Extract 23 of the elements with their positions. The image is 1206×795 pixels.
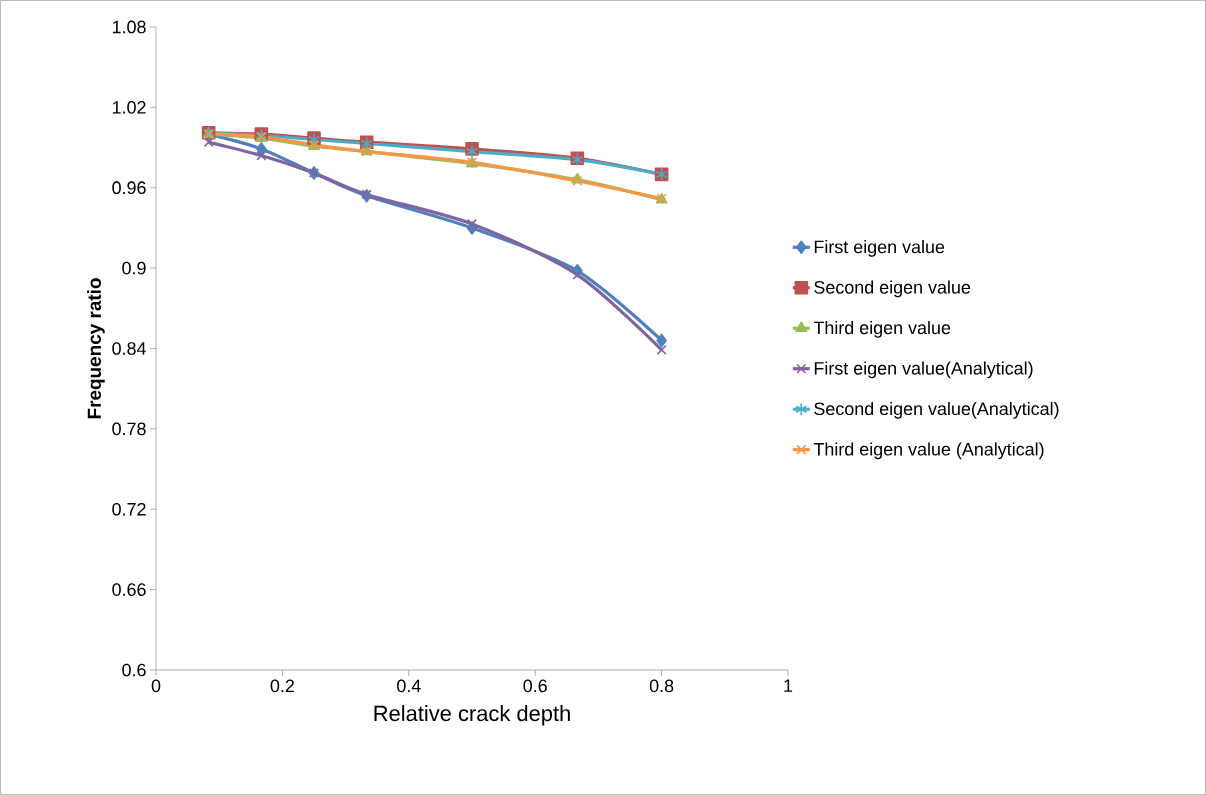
- x-axis-title: Relative crack depth: [374, 705, 570, 726]
- y-tick-label: 0.72: [112, 502, 146, 516]
- legend-label: Third eigen value (Analytical): [813, 442, 1044, 460]
- y-tick-label: 1.02: [112, 101, 146, 114]
- x-tick-label: 0.6: [523, 679, 547, 693]
- x-tick-label: 0: [151, 679, 161, 693]
- y-tick-label: 0.9: [122, 261, 146, 275]
- y-tick-label: 0.96: [112, 181, 146, 195]
- x-tick-label: 0.8: [649, 679, 674, 693]
- x-tick-label: 0.2: [270, 679, 294, 693]
- legend-label: Second eigen value(Analytical): [814, 401, 1059, 419]
- x-tick-label: 0.4: [397, 679, 421, 693]
- legend-label: Third eigen value: [813, 321, 951, 338]
- y-tick-label: 0.66: [112, 583, 146, 596]
- legend-label: Second eigen value: [814, 280, 971, 298]
- y-tick-label: 1.08: [112, 20, 146, 34]
- y-axis-title: Frequency ratio: [87, 278, 105, 419]
- legend-label: First eigen value: [814, 240, 945, 257]
- y-tick-label: 0.6: [122, 663, 146, 677]
- y-tick-label: 0.84: [112, 342, 146, 355]
- x-tick-label: 1: [784, 679, 793, 692]
- y-tick-label: 0.78: [112, 422, 146, 436]
- legend-label: First eigen value(Analytical): [814, 361, 1033, 379]
